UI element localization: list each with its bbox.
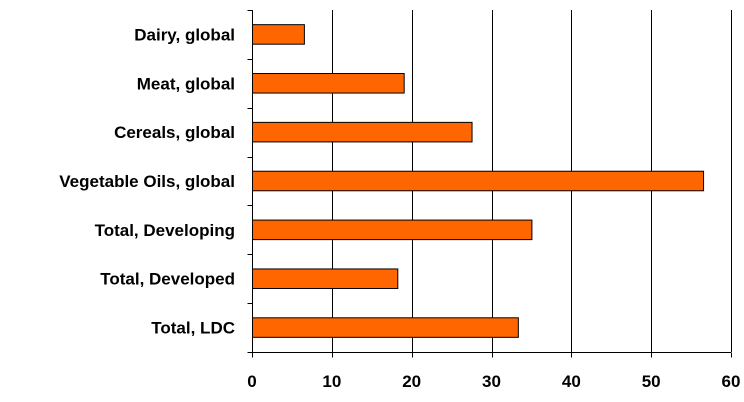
category-label: Meat, global (137, 74, 235, 93)
bar-1 (253, 74, 405, 94)
bar-6 (253, 318, 519, 338)
bar-5 (253, 269, 398, 289)
category-label: Total, Developing (95, 221, 235, 240)
x-tick-label-10: 10 (322, 372, 341, 391)
bar-3 (253, 171, 704, 191)
x-tick-label-50: 50 (642, 372, 661, 391)
category-label: Cereals, global (114, 123, 235, 142)
x-tick-labels: 0 10 20 30 40 50 60 (247, 372, 740, 391)
bar-0 (253, 25, 305, 45)
bars (253, 25, 704, 338)
category-label: Vegetable Oils, global (59, 172, 235, 191)
x-tick-label-20: 20 (402, 372, 421, 391)
category-labels: Dairy, global Meat, global Cereals, global… (59, 25, 235, 337)
x-tick-label-40: 40 (562, 372, 581, 391)
x-tick-label-30: 30 (482, 372, 501, 391)
category-label: Total, Developed (100, 270, 235, 289)
category-label: Total, LDC (151, 319, 235, 338)
category-label: Dairy, global (134, 25, 235, 44)
x-tick-label-60: 60 (722, 372, 741, 391)
bar-4 (253, 220, 532, 240)
bar-2 (253, 122, 473, 142)
x-tick-label-0: 0 (247, 372, 256, 391)
